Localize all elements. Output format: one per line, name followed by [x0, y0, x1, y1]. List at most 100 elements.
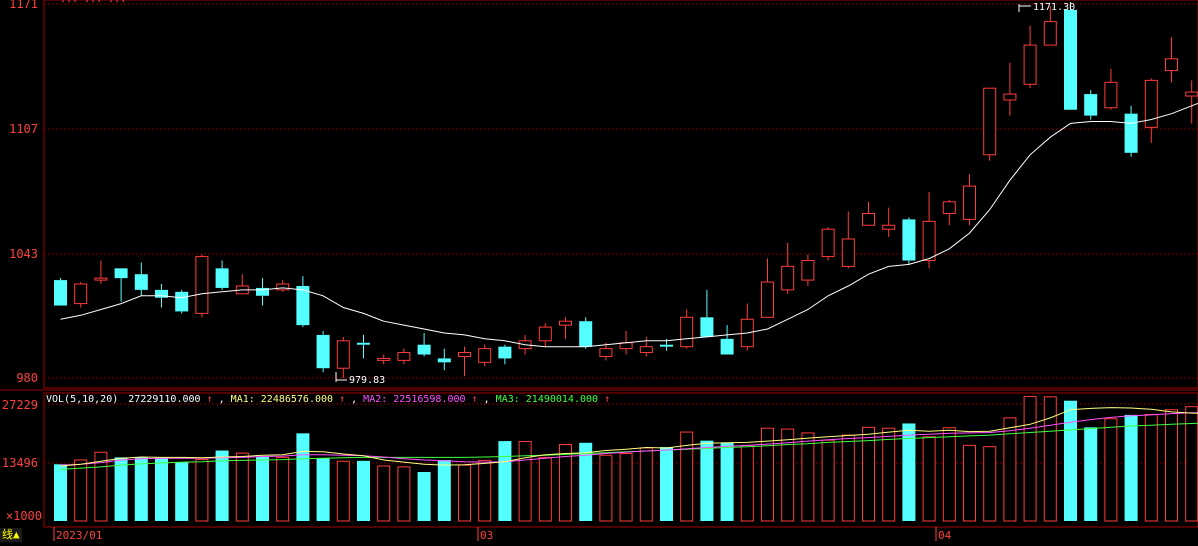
candle-body	[700, 317, 713, 337]
volume-bar	[519, 442, 531, 521]
volume-bar	[115, 457, 128, 521]
volume-axis-tick: 13496	[2, 456, 38, 470]
candle-body	[579, 321, 592, 346]
candlestick	[75, 282, 87, 307]
volume-bar	[498, 441, 511, 521]
volume-chart	[54, 395, 1198, 521]
candlestick	[640, 337, 652, 357]
volume-bar	[378, 466, 390, 521]
candle-body	[883, 225, 895, 229]
candle-body	[175, 292, 188, 312]
candlestick	[317, 331, 330, 372]
candle-body	[964, 186, 976, 219]
volume-bar	[802, 433, 814, 521]
volume-bar	[54, 464, 67, 521]
candle-body	[1064, 10, 1077, 110]
volume-bar	[660, 447, 673, 521]
candlestick	[418, 333, 431, 356]
candlestick	[479, 345, 491, 367]
candlestick	[115, 268, 128, 301]
candle-body	[277, 284, 289, 290]
candle-body	[560, 321, 572, 325]
candlestick	[539, 323, 551, 346]
volume-bar	[1024, 396, 1036, 521]
candle-body	[1004, 94, 1016, 100]
candlestick	[378, 355, 390, 365]
volume-bar	[135, 457, 148, 521]
volume-bar	[1125, 415, 1138, 521]
volume-bar	[196, 460, 208, 521]
candlestick	[459, 347, 471, 376]
candlestick	[95, 261, 107, 284]
candle-body	[600, 349, 612, 357]
candlestick	[135, 262, 148, 295]
candle-body	[943, 202, 955, 214]
candle-body	[459, 353, 471, 357]
candle-body	[196, 257, 208, 314]
candle-body	[438, 358, 451, 362]
candlestick	[802, 255, 814, 286]
volume-header: VOL(5,10,20) 27229110.000 ↑ , MA1: 22486…	[46, 394, 610, 405]
candle-body	[95, 278, 107, 280]
volume-bar	[1166, 410, 1178, 521]
candle-body	[337, 341, 349, 368]
up-arrow-icon: ↑	[207, 394, 213, 405]
volume-bar	[923, 437, 935, 521]
candle-body	[721, 339, 734, 355]
volume-bar	[1044, 397, 1056, 521]
candle-body	[317, 335, 330, 368]
candlestick	[1145, 78, 1157, 143]
candle-body	[75, 284, 87, 304]
candle-body	[357, 343, 370, 345]
volume-bar	[1084, 427, 1097, 521]
volume-bar	[620, 454, 632, 521]
low-label: 979.83	[349, 375, 385, 386]
candle-body	[1044, 22, 1056, 45]
candle-body	[660, 345, 673, 347]
date-label: 03	[480, 529, 493, 542]
up-arrow-icon: ↑	[604, 394, 610, 405]
volume-bar	[700, 441, 713, 521]
volume-bar	[418, 472, 431, 521]
price-axis-tick: 980	[16, 371, 38, 385]
candle-body	[479, 349, 491, 363]
candle-body	[923, 221, 935, 260]
candlestick	[721, 325, 734, 354]
volume-bar	[1064, 401, 1077, 521]
chart-mode-button[interactable]: 线▲	[0, 528, 22, 542]
candle-body	[1024, 45, 1036, 84]
candlestick	[560, 317, 572, 339]
volume-ma3-text: MA3: 21490014.000	[496, 394, 598, 405]
candle-body	[984, 88, 996, 155]
candlestick	[1004, 63, 1016, 116]
candlestick	[498, 345, 511, 365]
volume-bar	[762, 428, 774, 521]
volume-axis-tick: 27229	[2, 398, 38, 412]
up-arrow-icon: ↑	[472, 394, 478, 405]
candlestick	[357, 335, 370, 358]
candlestick	[1084, 90, 1097, 119]
candle-body	[681, 317, 693, 346]
candlestick	[337, 337, 349, 378]
volume-bar	[1105, 419, 1117, 521]
candle-body	[378, 358, 390, 360]
volume-unit-label: ×1000	[6, 509, 42, 523]
volume-bar	[741, 445, 753, 521]
date-label: 2023/01	[56, 529, 102, 542]
volume-bar	[883, 428, 895, 521]
volume-ma2-text: MA2: 22516598.000	[363, 394, 465, 405]
price-chart	[54, 2, 1198, 378]
candlestick	[782, 243, 794, 294]
volume-bar	[296, 433, 309, 521]
candle-body	[782, 266, 794, 289]
volume-bar	[640, 448, 652, 521]
volume-ma1-text: MA1: 22486576.000	[231, 394, 333, 405]
volume-bar	[943, 428, 955, 521]
candlestick	[236, 274, 248, 294]
candle-body	[1125, 114, 1138, 153]
high-label: 1171.30	[1033, 2, 1075, 13]
volume-bar	[357, 461, 370, 521]
candlestick	[1166, 37, 1178, 82]
